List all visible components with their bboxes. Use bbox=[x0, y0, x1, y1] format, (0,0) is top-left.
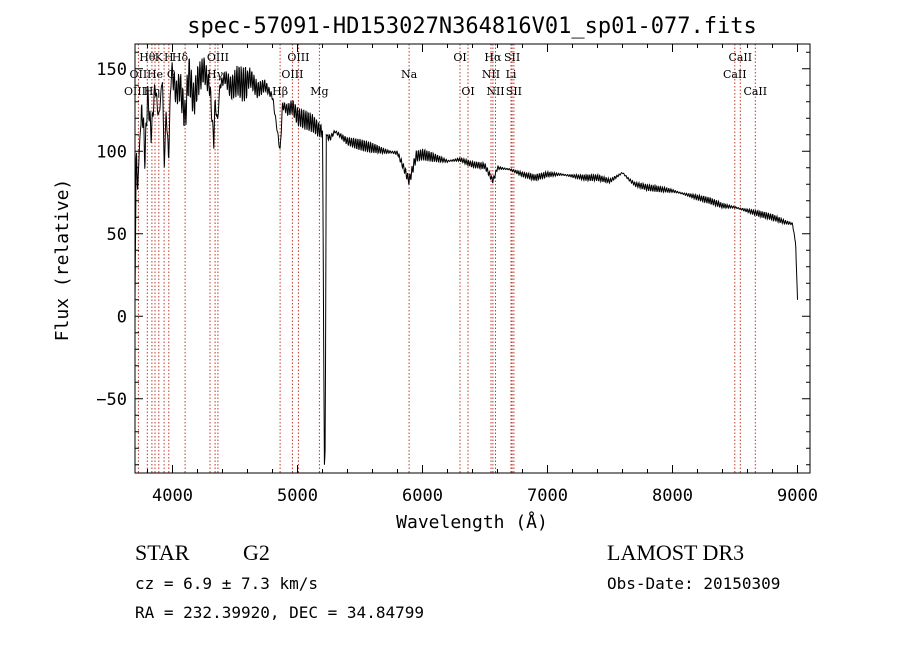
x-tick-label: 7000 bbox=[527, 486, 568, 506]
line-label-0: Hθ bbox=[139, 51, 156, 64]
line-label-25: CaII bbox=[723, 68, 747, 81]
line-label-14: Mg bbox=[310, 85, 328, 98]
line-label-1: K bbox=[155, 51, 164, 64]
sky-coordinates: RA = 232.39920, DEC = 34.84799 bbox=[135, 603, 424, 622]
chart-title: spec-57091-HD153027N364816V01_sp01-077.f… bbox=[187, 14, 757, 39]
x-tick-label: 6000 bbox=[402, 486, 443, 506]
line-label-24: CaII bbox=[728, 51, 752, 64]
line-label-13: Hβ bbox=[272, 85, 288, 98]
y-tick-label: 50 bbox=[107, 225, 127, 245]
spectrum-line bbox=[134, 57, 798, 465]
line-label-21: Li bbox=[506, 68, 517, 81]
line-label-3: Hδ bbox=[172, 51, 189, 64]
survey-release: LAMOST DR3 bbox=[607, 540, 745, 565]
axes: 4000 5000 6000 7000 8000 9000 −50 0 50 100 150 bbox=[96, 43, 818, 506]
line-label-15: Na bbox=[401, 68, 418, 81]
x-tick-label: 4000 bbox=[152, 486, 193, 506]
x-tick-label: 8000 bbox=[652, 486, 693, 506]
y-tick-label: −50 bbox=[96, 390, 127, 410]
line-label-18: Hα bbox=[484, 51, 502, 64]
y-tick-label: 0 bbox=[117, 307, 127, 327]
spectrum-series bbox=[134, 57, 798, 465]
line-label-2: H bbox=[164, 51, 174, 64]
x-tick-label: 5000 bbox=[277, 486, 318, 506]
line-label-26: CaII bbox=[743, 85, 767, 98]
x-axis-label: Wavelength (Å) bbox=[396, 511, 548, 533]
line-markers bbox=[137, 44, 756, 473]
line-label-23: SII bbox=[506, 85, 522, 98]
line-label-12: OIII bbox=[281, 68, 303, 81]
y-axis-label: Flux (relative) bbox=[52, 179, 73, 342]
redshift-cz: cz = 6.9 ± 7.3 km/s bbox=[135, 574, 319, 593]
line-label-22: NII bbox=[486, 85, 504, 98]
spectral-subclass: G2 bbox=[243, 540, 270, 565]
line-label-16: OI bbox=[453, 51, 466, 64]
y-tick-label: 150 bbox=[96, 60, 127, 80]
observation-date: Obs-Date: 20150309 bbox=[607, 574, 781, 593]
line-label-8: Hη bbox=[144, 85, 160, 98]
y-tick-label: 100 bbox=[96, 142, 127, 162]
x-tick-label: 9000 bbox=[777, 486, 818, 506]
line-label-19: SII bbox=[504, 51, 520, 64]
line-label-5: He bbox=[147, 68, 163, 81]
line-label-11: OIII bbox=[287, 51, 309, 64]
line-label-4: OII bbox=[130, 68, 148, 81]
line-label-17: OI bbox=[461, 85, 474, 98]
line-label-9: OIII bbox=[207, 51, 229, 64]
line-label-20: NII bbox=[482, 68, 500, 81]
object-type: STAR bbox=[135, 540, 190, 565]
plot-frame bbox=[134, 43, 811, 474]
line-label-10: Hγ bbox=[207, 68, 224, 81]
